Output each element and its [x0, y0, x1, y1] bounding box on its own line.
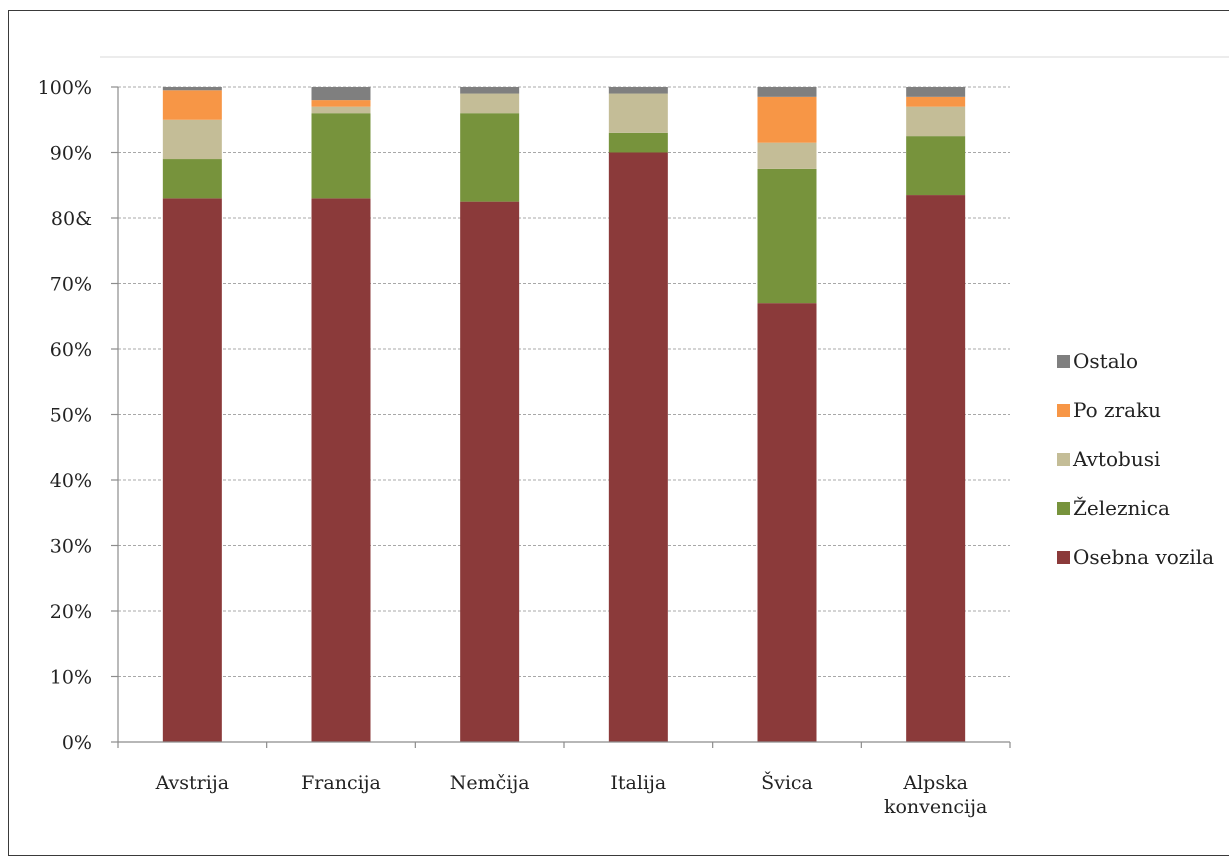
y-tick-label: 90% [50, 143, 92, 165]
legend-swatch-avtobusi [1057, 453, 1070, 466]
legend-label-osebna-vozila: Osebna vozila [1073, 545, 1214, 569]
bar-segment-osebna-vozila [608, 152, 668, 742]
bar-segment-zeleznica [608, 132, 668, 153]
legend-label-ostalo: Ostalo [1073, 349, 1138, 373]
x-tick-label: Nemčija [450, 772, 530, 794]
legend-label-avtobusi: Avtobusi [1072, 447, 1160, 471]
bar-segment-avtobusi [460, 93, 520, 114]
bar-segment-osebna-vozila [162, 198, 222, 743]
bar-segment-avtobusi [906, 106, 966, 137]
bar-segment-ostalo [608, 87, 668, 94]
legend-label-zeleznica: Železnica [1073, 496, 1170, 520]
axes [117, 87, 1011, 748]
bar-segment-ostalo [460, 87, 520, 94]
bar-segment-zeleznica [162, 159, 222, 199]
bar-segment-po-zraku [311, 100, 371, 107]
y-tick-label: 40% [50, 470, 92, 492]
bar-segment-ostalo [757, 87, 817, 97]
bar-segment-po-zraku [906, 96, 966, 107]
bar-segment-avtobusi [162, 119, 222, 160]
y-tick-labels: 0% 10% 20% 30% 40% 50% 60% 70% 80&90% 100% [38, 77, 92, 754]
gridlines [111, 86, 1010, 743]
legend-swatch-zeleznica [1057, 502, 1070, 515]
y-tick-label: 20% [50, 601, 92, 623]
bar-segment-ostalo [162, 87, 222, 91]
bar-segment-zeleznica [906, 136, 966, 196]
bar-segment-avtobusi [757, 142, 817, 169]
legend-swatch-osebna-vozila [1057, 551, 1070, 564]
bar-segment-osebna-vozila [757, 303, 817, 742]
bar-segment-po-zraku [162, 90, 222, 120]
legend-label-po-zraku: Po zraku [1073, 398, 1161, 422]
y-tick-label: 60% [50, 339, 92, 361]
y-tick-label: 0% [62, 732, 92, 754]
bar-segment-zeleznica [757, 168, 817, 304]
legend-swatch-po-zraku [1057, 404, 1070, 417]
bar-segment-ostalo [311, 87, 371, 101]
y-tick-label: 30% [50, 536, 92, 558]
y-tick-label: 70% [50, 274, 92, 296]
bar-segment-osebna-vozila [311, 198, 371, 743]
y-tick-label: 10% [50, 667, 92, 689]
x-tick-label: Francija [301, 772, 381, 794]
bar-segment-avtobusi [608, 93, 668, 133]
y-tick-label: 100% [38, 77, 92, 99]
x-tick-labels: Avstrija Francija Nemčija Italija Švica Alpsk… [155, 771, 988, 818]
x-tick-label: Alpska konvencija [884, 772, 987, 818]
x-tick-label: Švica [761, 771, 813, 794]
bars [162, 87, 966, 743]
bar-segment-po-zraku [757, 96, 817, 143]
bar-segment-avtobusi [311, 106, 371, 114]
y-tick-label: 80& [51, 208, 92, 230]
bar-segment-osebna-vozila [906, 195, 966, 742]
x-tick-label: Italija [610, 772, 666, 794]
bar-segment-zeleznica [460, 113, 520, 202]
x-tick-label: Avstrija [155, 772, 229, 794]
legend: Ostalo Po zraku Avtobusi Železnica Osebna vo… [1057, 349, 1214, 569]
bar-segment-zeleznica [311, 113, 371, 199]
bar-segment-ostalo [906, 87, 966, 97]
y-tick-label: 50% [50, 405, 92, 427]
legend-swatch-ostalo [1057, 355, 1070, 368]
bar-segment-osebna-vozila [460, 201, 520, 742]
